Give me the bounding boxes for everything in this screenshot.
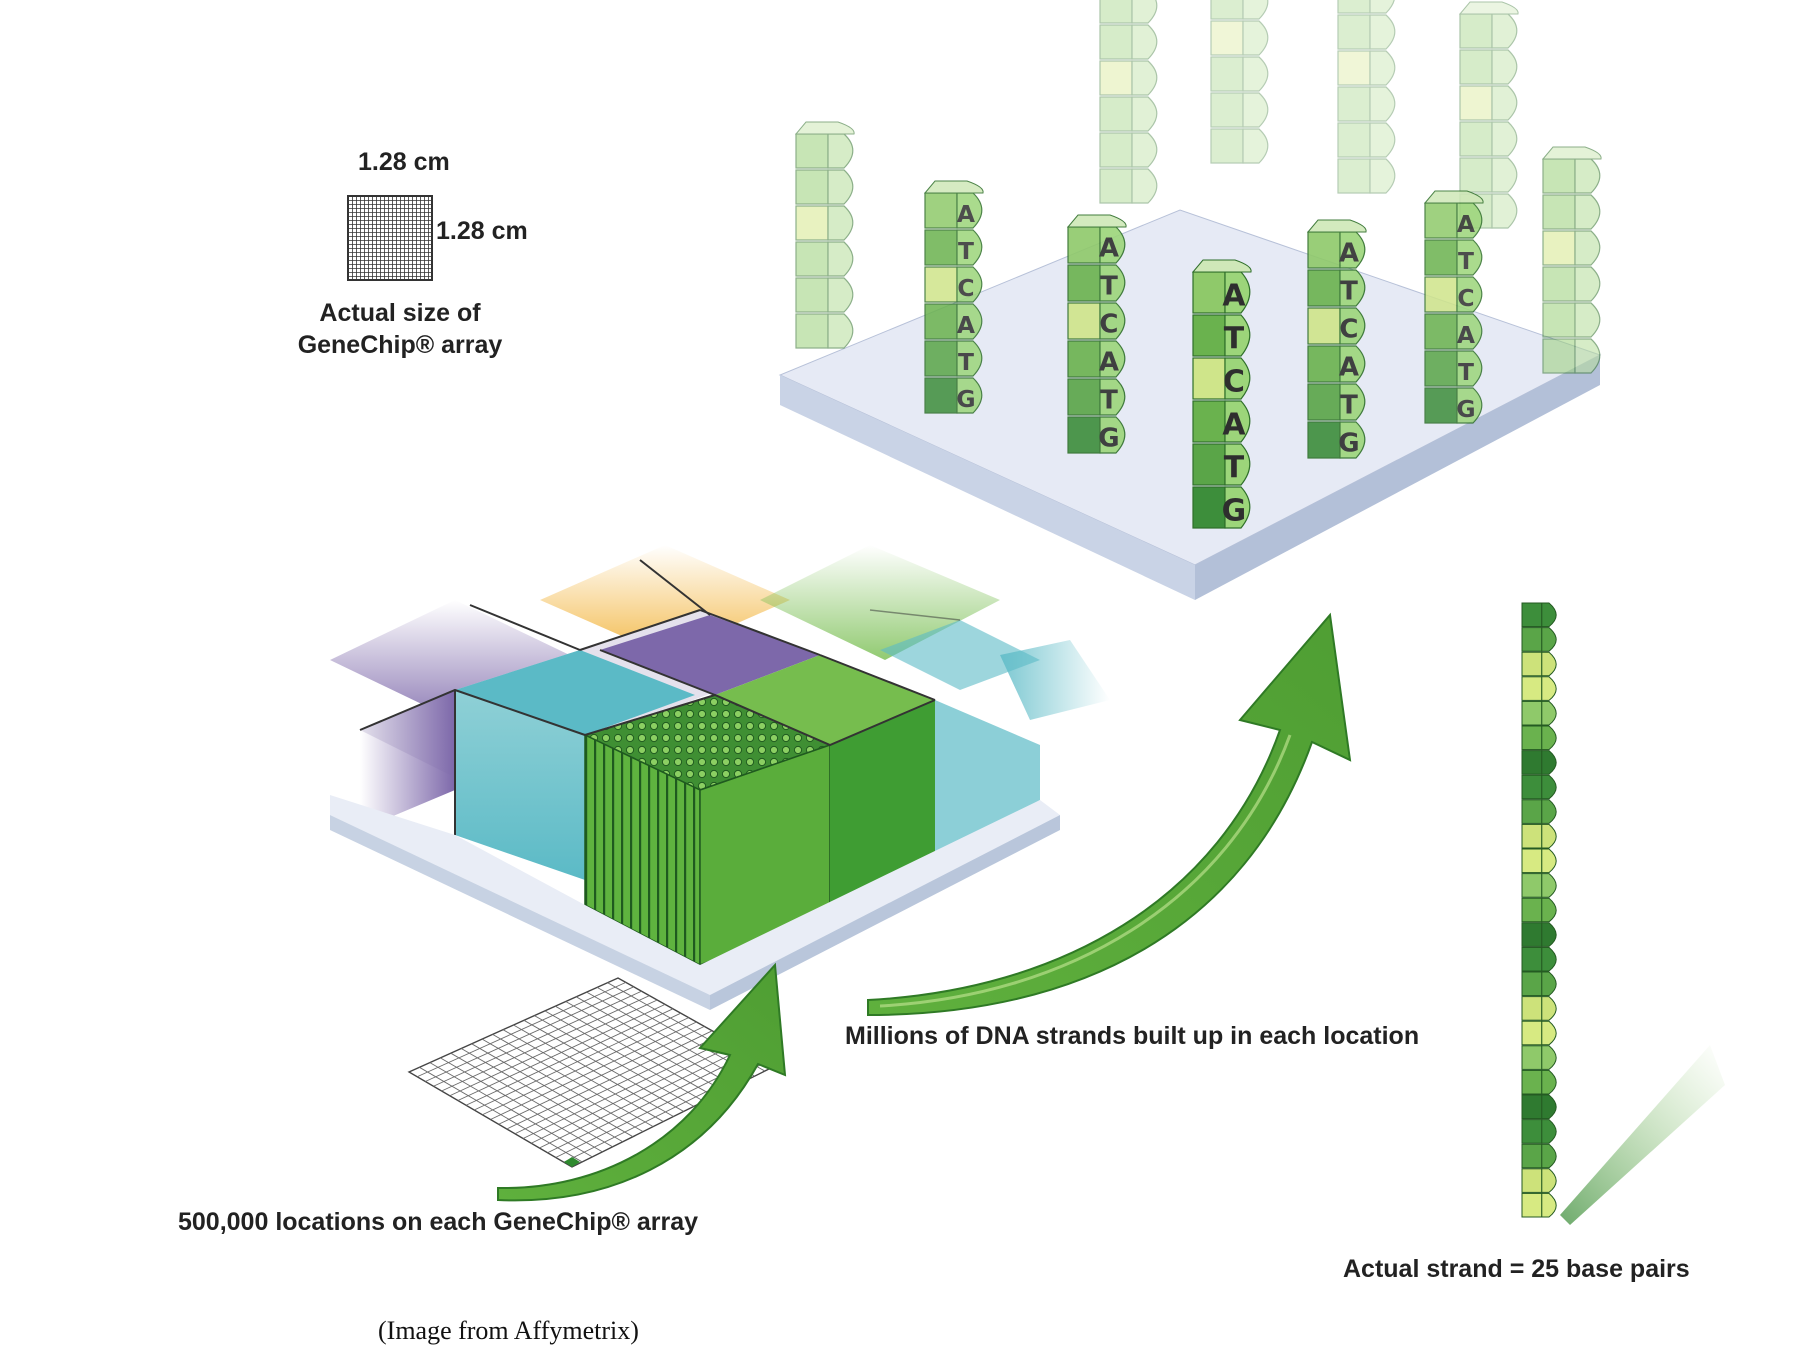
base-letter: T [958, 237, 974, 265]
base-letter: T [1100, 272, 1118, 302]
base-pair [1521, 627, 1543, 652]
base-pair [1521, 1168, 1543, 1193]
base-pair [1521, 897, 1543, 923]
base-letter: A [1457, 321, 1475, 349]
base-letter: G [1338, 429, 1359, 459]
base-pair [1521, 1192, 1543, 1218]
base-letter: T [1340, 391, 1358, 421]
base-pair [1521, 971, 1543, 997]
base-letter: A [1222, 279, 1245, 314]
base-pair [1521, 725, 1543, 751]
actual-strand-caption: Actual strand = 25 base pairs [1343, 1255, 1690, 1283]
base-pair [1521, 799, 1543, 824]
base-letter: T [1458, 247, 1474, 275]
base-pair [1521, 1119, 1543, 1144]
base-letter: A [1222, 408, 1245, 443]
actual-size-line1: Actual size of [319, 299, 481, 327]
base-letter: A [957, 311, 975, 339]
base-pair [1521, 1094, 1543, 1120]
base-letter: G [1456, 395, 1475, 423]
dna-strand [1337, 0, 1396, 194]
base-letter: C [957, 274, 974, 302]
base-pair [1521, 1143, 1543, 1169]
base-pair [1521, 700, 1543, 726]
base-pair [1521, 946, 1543, 972]
chip-height-label: 1.28 cm [436, 217, 528, 245]
base-letter: A [1099, 234, 1119, 264]
dna-strand [794, 121, 855, 349]
dna-strand [1541, 146, 1602, 374]
array-block [330, 545, 1110, 1010]
curved-arrow-icon [497, 962, 787, 1202]
base-pair [1521, 922, 1543, 947]
image-credit: (Image from Affymetrix) [378, 1316, 639, 1345]
base-pair [1521, 823, 1543, 849]
base-pair [1521, 873, 1543, 898]
base-letter: G [1098, 424, 1119, 454]
base-pair [1521, 996, 1543, 1021]
base-letter: T [1340, 277, 1358, 307]
base-pair [1521, 676, 1543, 701]
single-strand [1521, 602, 1725, 1225]
dna-strand [1458, 1, 1519, 229]
base-pair [1521, 1045, 1543, 1070]
base-letter: C [1099, 310, 1118, 340]
base-pair [1521, 1069, 1543, 1095]
base-letter: G [956, 385, 975, 413]
base-pair [1521, 774, 1543, 800]
base-letter: T [1458, 358, 1474, 386]
base-letter: C [1339, 315, 1358, 345]
base-letter: A [957, 200, 975, 228]
base-letter: A [1457, 210, 1475, 238]
actual-size-line2: GeneChip® array [297, 331, 503, 359]
dna-strand [1099, 0, 1158, 204]
base-letter: T [958, 348, 974, 376]
dna-strand [1210, 0, 1269, 164]
base-letter: G [1222, 494, 1247, 529]
base-letter: T [1224, 451, 1245, 486]
base-pair [1521, 651, 1543, 677]
base-pair [1521, 1020, 1543, 1046]
base-letter: C [1457, 284, 1474, 312]
chip-width-label: 1.28 cm [358, 148, 450, 176]
curved-arrow-icon [867, 612, 1352, 1017]
base-letter: A [1099, 348, 1119, 378]
base-pair [1521, 750, 1543, 775]
chip-grid-icon [347, 195, 433, 281]
locations-caption: 500,000 locations on each GeneChip® arra… [178, 1208, 699, 1236]
base-letter: A [1339, 353, 1359, 383]
base-pair [1521, 602, 1543, 628]
base-letter: T [1100, 386, 1118, 416]
base-letter: T [1224, 322, 1245, 357]
base-letter: A [1339, 239, 1359, 269]
base-letter: C [1223, 365, 1245, 400]
strands-caption: Millions of DNA strands built up in each… [845, 1022, 1420, 1050]
base-pair [1521, 848, 1543, 874]
